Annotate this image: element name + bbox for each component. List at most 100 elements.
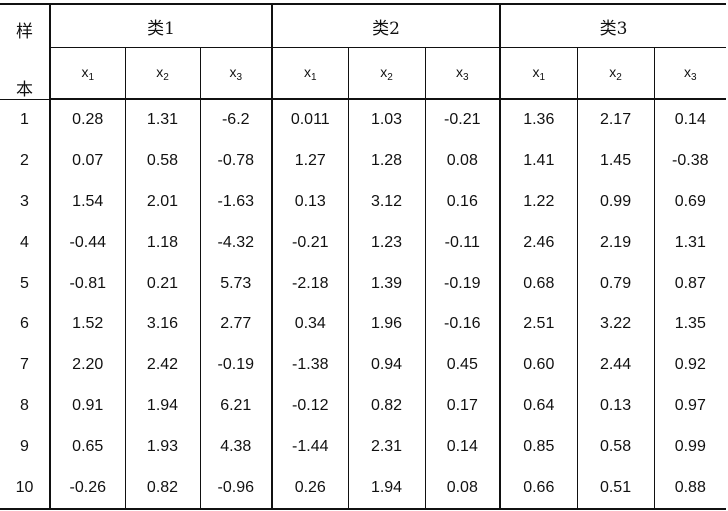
sample-number: 4 — [0, 222, 51, 264]
sample-column-header: 样 本 — [0, 3, 51, 100]
table-cell: 1.45 — [577, 140, 655, 182]
sample-number: 9 — [0, 426, 51, 468]
table-cell: -0.21 — [272, 222, 349, 264]
table-cell: 2.17 — [577, 99, 655, 141]
table-cell: -1.63 — [200, 181, 274, 223]
table-cell: 0.69 — [674, 192, 706, 210]
variable-subscript: 1 — [88, 71, 95, 83]
sample-number: 7 — [0, 344, 51, 386]
variable-header-g2-x2: x2 — [348, 47, 426, 100]
table-cell: 0.64 — [500, 385, 578, 427]
table-row: 9 0.65 1.93 4.38 -1.44 2.31 0.14 0.85 0.58 0.99 — [0, 426, 726, 468]
table-cell: 1.18 — [125, 222, 201, 264]
sample-label-top: 样 — [16, 22, 33, 42]
table-cell: 2.31 — [348, 426, 426, 468]
variable-name: x — [532, 63, 540, 80]
sample-number: 1 — [0, 99, 51, 141]
table-cell: -0.44 — [50, 222, 126, 264]
table-cell: -4.32 — [200, 222, 274, 264]
group-header-3: 类3 — [500, 3, 727, 48]
table-row: 7 2.20 2.42 -0.19 -1.38 0.94 0.45 0.60 2.44 0.92 — [0, 344, 726, 386]
sample-number: 6 — [0, 303, 51, 345]
table-cell: -0.12 — [272, 385, 349, 427]
table-cell: 0.79 — [577, 263, 655, 304]
table-cell: 4.38 — [200, 426, 274, 468]
table-cell: 2.01 — [125, 181, 201, 223]
variable-name: x — [303, 63, 311, 80]
table-cell: 2.51 — [500, 303, 578, 345]
variable-name: x — [684, 63, 691, 80]
table-cell: 0.99 — [674, 437, 706, 455]
table-cell: 1.03 — [348, 99, 426, 141]
table-cell: -0.19 — [200, 344, 274, 386]
table-cell: 0.14 — [425, 426, 502, 468]
table-cell: 0.21 — [125, 263, 201, 304]
table-cell: 1.27 — [272, 140, 349, 182]
variable-name: x — [156, 63, 164, 80]
table-cell: 3.12 — [348, 181, 426, 223]
table-cell: 0.08 — [425, 140, 502, 182]
variable-header-g3-x1: x1 — [500, 47, 578, 100]
table-cell: 0.08 — [425, 467, 502, 510]
sample-number: 2 — [0, 140, 51, 182]
table-cell: 0.13 — [577, 385, 655, 427]
sample-number: 5 — [0, 263, 51, 304]
table-cell: -0.96 — [200, 467, 274, 510]
table-cell: 1.31 — [125, 99, 201, 141]
table-cell: 2.19 — [577, 222, 655, 264]
sample-number: 10 — [0, 467, 51, 510]
table-cell: 0.14 — [674, 111, 706, 129]
variable-subscript: 3 — [691, 71, 697, 83]
table-cell: 0.58 — [125, 140, 201, 182]
variable-name: x — [229, 63, 237, 80]
table-cell: 0.07 — [50, 140, 126, 182]
variable-name: x — [380, 63, 388, 80]
table-cell: -0.19 — [425, 263, 502, 304]
table-cell: 0.13 — [272, 181, 349, 223]
table-cell: -0.21 — [425, 99, 502, 141]
table-header: 样 本 类1 类2 类3 x1 x2 x3 x1 x2 x3 x1 x2 x3 — [0, 3, 727, 100]
table-cell: -0.81 — [50, 263, 126, 304]
table-cell: 1.96 — [348, 303, 426, 345]
table-cell: 1.31 — [674, 233, 706, 251]
table-row: 5 -0.81 0.21 5.73 -2.18 1.39 -0.19 0.68 0.79 0.87 — [0, 263, 726, 304]
table-cell: -0.11 — [425, 222, 502, 264]
table-cell: 0.99 — [577, 181, 655, 223]
table-cell: 1.52 — [50, 303, 126, 345]
table-cell: -2.18 — [272, 263, 349, 304]
table-cell: 0.34 — [272, 303, 349, 345]
table-cell: -1.38 — [272, 344, 349, 386]
variable-subscript: 2 — [163, 71, 169, 83]
table-cell: 0.85 — [500, 426, 578, 468]
table-cell: -0.26 — [50, 467, 126, 510]
variable-header-g1-x2: x2 — [125, 47, 201, 100]
table-cell: 0.011 — [272, 99, 349, 141]
variable-subscript: 3 — [236, 71, 243, 83]
sample-number: 8 — [0, 385, 51, 427]
table-cell: 0.66 — [500, 467, 578, 510]
table-row: 2 0.07 0.58 -0.78 1.27 1.28 0.08 1.41 1.45 -0.38 — [0, 140, 726, 182]
variable-name: x — [455, 63, 463, 80]
table-cell: 1.54 — [50, 181, 126, 223]
variable-name: x — [81, 63, 89, 80]
variable-subscript: 2 — [616, 71, 622, 83]
table-cell: 1.36 — [500, 99, 578, 141]
table-cell: 0.60 — [500, 344, 578, 386]
table-cell: 0.97 — [674, 396, 706, 414]
table-cell: 2.46 — [500, 222, 578, 264]
table-row: 1 0.28 1.31 -6.2 0.011 1.03 -0.21 1.36 2.17 0.14 — [0, 99, 726, 141]
variable-subscript: 2 — [387, 71, 393, 83]
table-cell: 2.77 — [200, 303, 274, 345]
table-cell: 1.22 — [500, 181, 578, 223]
table-row: 3 1.54 2.01 -1.63 0.13 3.12 0.16 1.22 0.99 0.69 — [0, 181, 726, 223]
table-cell: -6.2 — [200, 99, 274, 141]
table-cell: 0.68 — [500, 263, 578, 304]
table-cell: -0.78 — [200, 140, 274, 182]
table-cell: 0.45 — [425, 344, 502, 386]
table-body: 1 0.28 1.31 -6.2 0.011 1.03 -0.21 1.36 2.17 0.14 2… — [0, 99, 727, 510]
table-row: 4 -0.44 1.18 -4.32 -0.21 1.23 -0.11 2.46 2.19 1.3… — [0, 222, 726, 264]
table-cell: -1.44 — [272, 426, 349, 468]
table-cell: 0.82 — [125, 467, 201, 510]
table-cell: 1.23 — [348, 222, 426, 264]
table-row: 8 0.91 1.94 6.21 -0.12 0.82 0.17 0.64 0.13 0.97 — [0, 385, 726, 427]
